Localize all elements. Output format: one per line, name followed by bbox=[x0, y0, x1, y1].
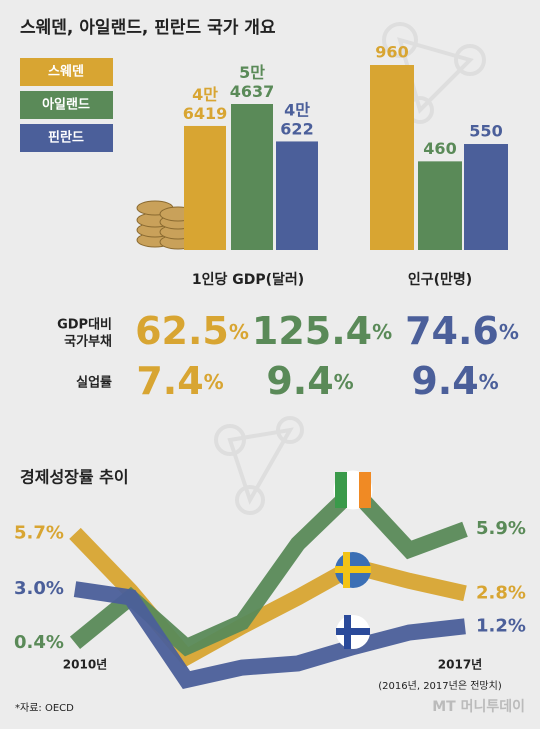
title: 스웨덴, 아일랜드, 핀란드 국가 개요 bbox=[20, 18, 276, 38]
legend-label: 스웨덴 bbox=[48, 64, 84, 80]
stat-value: 7.4% bbox=[136, 359, 223, 403]
bar-value-label: 460 bbox=[423, 139, 456, 158]
flags bbox=[333, 470, 373, 649]
stat-label: 실업률 bbox=[76, 375, 112, 391]
bar bbox=[184, 125, 226, 250]
bar-value-label: 5만 4637 bbox=[230, 63, 275, 101]
bar-value-label: 550 bbox=[469, 122, 502, 141]
bar-axis-label: 1인당 GDP(달러) bbox=[192, 271, 304, 288]
series-line bbox=[73, 581, 466, 689]
series-line bbox=[69, 478, 468, 657]
line-value-label: 0.4% bbox=[14, 632, 64, 653]
line-plot bbox=[69, 478, 468, 689]
watermark: MT 머니투데이 bbox=[432, 698, 525, 715]
bar-value-label: 960 bbox=[375, 43, 408, 62]
stat-value: 62.5% bbox=[135, 309, 249, 353]
note: (2016년, 2017년은 전망치) bbox=[378, 680, 502, 692]
x-tick-label: 2017년 bbox=[438, 658, 482, 672]
legend-swatch bbox=[20, 124, 113, 152]
legend-swatch bbox=[20, 91, 113, 119]
stat-value: 125.4% bbox=[252, 309, 392, 353]
bar-value-label: 4만 6419 bbox=[183, 84, 228, 122]
legend-label: 핀란드 bbox=[48, 130, 84, 146]
bar bbox=[370, 65, 414, 250]
bar-value-label: 4만 622 bbox=[280, 100, 313, 138]
line-value-label: 3.0% bbox=[14, 578, 64, 599]
legend-label: 아일랜드 bbox=[42, 97, 90, 113]
line-title: 경제성장률 추이 bbox=[20, 468, 129, 487]
legend-swatch bbox=[20, 58, 113, 86]
line-value-label: 2.8% bbox=[476, 582, 526, 603]
line-value-label: 1.2% bbox=[476, 615, 526, 636]
bar bbox=[464, 144, 508, 250]
bar bbox=[418, 161, 462, 250]
bar bbox=[231, 104, 273, 250]
stat-label: GDP대비 국가부채 bbox=[57, 317, 112, 349]
stat-value: 9.4% bbox=[411, 359, 498, 403]
line-value-label: 5.7% bbox=[14, 522, 64, 543]
line-value-label: 5.9% bbox=[476, 518, 526, 539]
decoration bbox=[214, 22, 486, 515]
x-tick-label: 2010년 bbox=[63, 658, 107, 672]
source: *자료: OECD bbox=[15, 702, 74, 714]
stat-value: 9.4% bbox=[266, 359, 353, 403]
bar bbox=[276, 141, 318, 250]
stat-value: 74.6% bbox=[405, 309, 519, 353]
bar-axis-label: 인구(만명) bbox=[408, 271, 472, 288]
